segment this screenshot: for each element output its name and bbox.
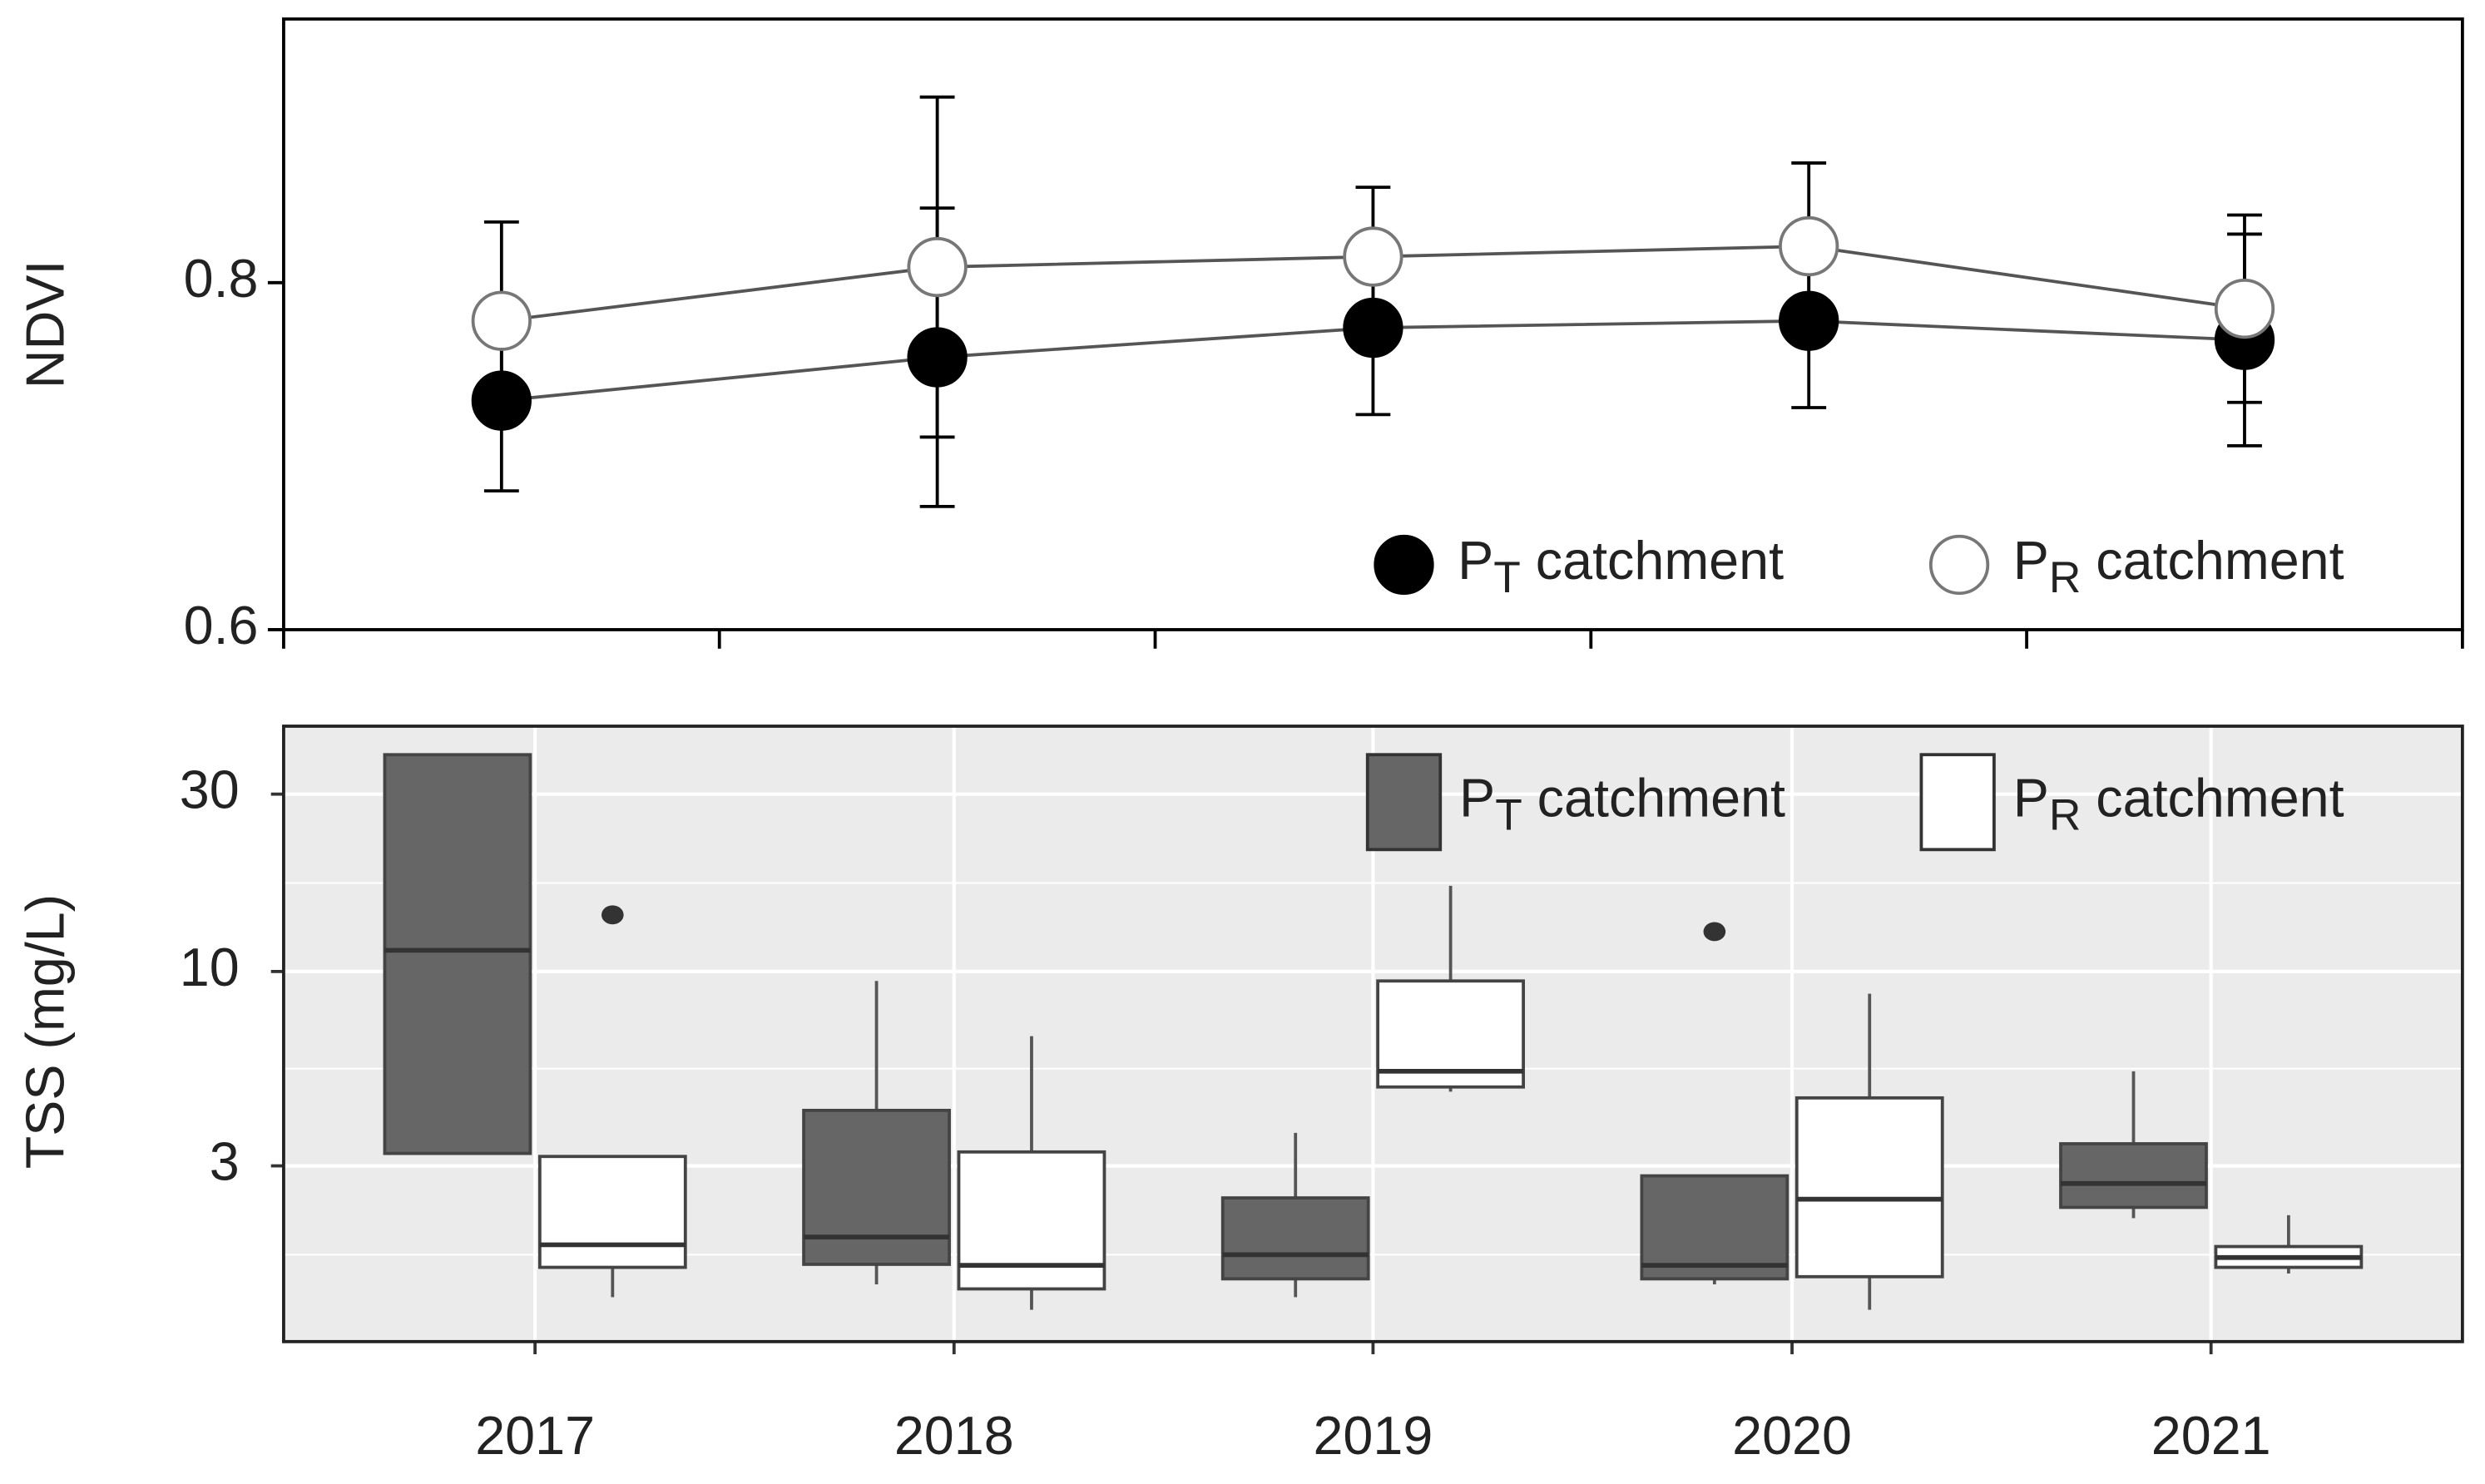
- y-tick-label: 30: [180, 759, 240, 820]
- x-tick-label: 2019: [1313, 1405, 1433, 1466]
- point: [1779, 290, 1839, 351]
- box: [957, 1150, 1106, 1291]
- x-tick-label: 2018: [894, 1405, 1014, 1466]
- box: [1640, 1174, 1789, 1281]
- y-axis-title: TSS (mg/L): [15, 894, 76, 1170]
- y-tick-label: 3: [210, 1131, 240, 1192]
- point: [471, 370, 532, 431]
- y-axis-title: NDVI: [15, 260, 76, 388]
- point: [1779, 215, 1839, 277]
- point: [907, 327, 968, 388]
- box: [1794, 1096, 1944, 1279]
- outlier: [1703, 922, 1726, 942]
- point: [1343, 226, 1403, 287]
- point: [1343, 297, 1403, 359]
- legend-label: PT catchment: [1458, 530, 1784, 602]
- y-tick-label: 10: [180, 937, 240, 997]
- box: [537, 1155, 687, 1269]
- box: [802, 1108, 951, 1266]
- y-tick-label: 0.6: [184, 595, 259, 655]
- x-tick-label: 2020: [1732, 1405, 1852, 1466]
- legend-swatch: [1365, 753, 1443, 852]
- x-tick-label: 2017: [475, 1405, 595, 1466]
- y-tick-label: 0.8: [184, 248, 259, 309]
- outlier: [601, 905, 624, 925]
- legend-label: PT catchment: [1459, 767, 1785, 839]
- box: [1220, 1196, 1370, 1281]
- box: [2059, 1142, 2208, 1209]
- legend-label: PR catchment: [2013, 530, 2344, 602]
- box: [383, 753, 532, 1155]
- legend-label: PR catchment: [2013, 767, 2344, 839]
- point: [907, 236, 968, 298]
- plot-frame: [282, 725, 2464, 1343]
- legend-marker: [1928, 534, 1990, 596]
- legend-swatch: [1919, 753, 1996, 852]
- point: [2214, 278, 2275, 339]
- legend-marker: [1374, 534, 1434, 596]
- x-tick-label: 2021: [2151, 1405, 2271, 1466]
- point: [471, 290, 532, 351]
